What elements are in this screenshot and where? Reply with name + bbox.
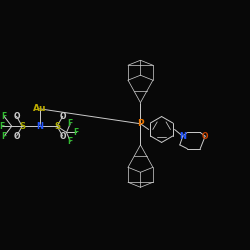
Text: O: O xyxy=(13,132,20,141)
Text: F: F xyxy=(0,122,5,131)
Text: N: N xyxy=(36,122,43,131)
Text: F: F xyxy=(73,128,78,137)
Text: O: O xyxy=(13,112,20,121)
Text: O: O xyxy=(60,132,66,141)
Text: F: F xyxy=(2,112,7,121)
Text: P: P xyxy=(137,119,144,128)
Text: F: F xyxy=(2,132,7,141)
Text: S: S xyxy=(19,122,25,131)
Text: Au: Au xyxy=(33,104,46,113)
Text: O: O xyxy=(202,132,208,141)
Text: S: S xyxy=(54,122,60,131)
Text: O: O xyxy=(60,112,66,121)
Text: N: N xyxy=(179,132,186,141)
Text: F: F xyxy=(68,137,73,146)
Text: F: F xyxy=(68,119,73,128)
